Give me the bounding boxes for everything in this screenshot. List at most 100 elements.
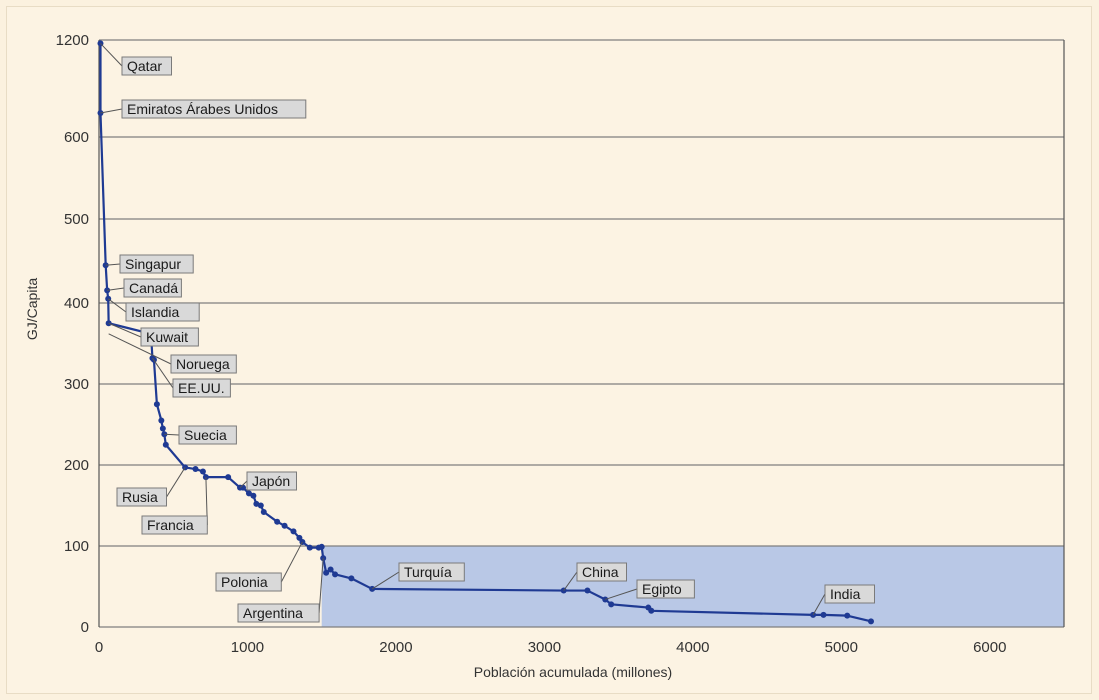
data-point: [648, 607, 655, 614]
x-tick-label-5000: 5000: [825, 639, 858, 656]
series-line-group: [99, 43, 872, 623]
data-point: [281, 522, 288, 529]
annotation-box: [140, 327, 199, 347]
data-point: [158, 417, 165, 424]
data-point: [274, 518, 281, 525]
data-point: [199, 468, 206, 475]
y-tick-label-300: 300: [64, 376, 89, 393]
grid-group: [98, 39, 1065, 628]
data-point: [250, 492, 257, 499]
annotation-box: [576, 562, 627, 582]
annotation-box: [246, 471, 297, 491]
annotation-leader: [152, 357, 174, 389]
x-tick-label-0: 0: [95, 639, 103, 656]
y-tick-label-200: 200: [64, 457, 89, 474]
x-tick-label-4000: 4000: [676, 639, 709, 656]
annotation-label: EE.UU.: [178, 380, 225, 396]
annotation-box: [119, 254, 194, 274]
annotation-box: [121, 56, 172, 76]
annotation-box: [123, 278, 182, 298]
data-point: [257, 502, 264, 509]
data-point: [608, 601, 615, 608]
annotation-box: [237, 603, 320, 623]
annotation-label: India: [830, 586, 861, 602]
annotation-label: Polonia: [221, 574, 268, 590]
annotation-label: Japón: [252, 473, 290, 489]
annotation-leader: [605, 588, 638, 600]
annotation-box: [141, 515, 208, 535]
data-point: [245, 490, 252, 497]
annotation-box: [121, 99, 307, 119]
data-point: [584, 587, 591, 594]
tick-label-group: 0 100 200 300 400 500 600 1200 0 1000 2000 3000 4000…: [56, 32, 1007, 656]
data-point: [327, 566, 334, 573]
data-point: [323, 569, 330, 576]
annotation-leader: [108, 333, 172, 365]
annotation-leader: [239, 480, 248, 489]
annotation-leader: [164, 433, 180, 436]
x-tick-label-1000: 1000: [231, 639, 264, 656]
annotation-box: [636, 579, 695, 599]
annotation-leader: [812, 593, 826, 616]
annotation-leader: [100, 43, 123, 67]
annotation-label: China: [582, 564, 619, 580]
chart-frame: 0 100 200 300 400 500 600 1200 0 1000 2000 3000 4000…: [6, 6, 1092, 694]
annotation-label: Emiratos Árabes Unidos: [127, 101, 278, 117]
annotation-leader: [107, 287, 125, 291]
data-point: [318, 543, 325, 550]
data-point: [225, 474, 232, 481]
annotation-label: Turquía: [404, 564, 452, 580]
data-point: [332, 571, 339, 578]
annotation-box: [125, 302, 200, 322]
annotation-leader: [107, 298, 127, 313]
x-tick-label-6000: 6000: [973, 639, 1006, 656]
data-point: [159, 425, 166, 432]
annotation-label: Canadá: [129, 280, 178, 296]
y-axis-title: GJ/Capita: [24, 278, 40, 340]
annotation-leader: [100, 108, 123, 114]
x-tick-label-2000: 2000: [379, 639, 412, 656]
data-point: [868, 618, 874, 625]
y-tick-label-0: 0: [81, 619, 89, 636]
data-point: [348, 575, 355, 582]
annotation-box: [398, 562, 465, 582]
annotation-box: [172, 378, 231, 398]
y-tick-label-100: 100: [64, 538, 89, 555]
x-axis-title: Población acumulada (millones): [474, 664, 672, 680]
annotation-label: Qatar: [127, 58, 162, 74]
data-point: [192, 466, 199, 473]
annotation-leader: [318, 558, 324, 614]
annotation-label: Islandia: [131, 304, 179, 320]
data-point: [240, 484, 247, 491]
annotation-box: [215, 572, 282, 592]
annotation-box: [170, 354, 237, 374]
annotation-label: Rusia: [122, 489, 158, 505]
annotation-box: [178, 425, 237, 445]
data-point: [820, 611, 827, 618]
annotation-box: [116, 487, 167, 507]
annotation-leader: [371, 571, 400, 590]
series-line: [99, 43, 872, 623]
data-point: [306, 544, 313, 551]
x-tick-label-3000: 3000: [528, 639, 561, 656]
annotation-label: Argentina: [243, 605, 303, 621]
annotation-leader: [280, 541, 303, 583]
data-point: [290, 528, 297, 535]
y-tick-label-1200: 1200: [56, 32, 89, 49]
y-tick-label-500: 500: [64, 211, 89, 228]
annotation-label: Francia: [147, 517, 194, 533]
annotation-label: Singapur: [125, 256, 181, 272]
data-points-group: [97, 40, 874, 625]
annotation-label: Egipto: [642, 581, 682, 597]
y-tick-label-400: 400: [64, 295, 89, 312]
annotation-box: [824, 584, 875, 604]
data-point: [162, 441, 169, 448]
data-point: [260, 508, 267, 515]
annotation-label: Kuwait: [146, 329, 188, 345]
annotation-label: Suecia: [184, 427, 227, 443]
y-tick-label-600: 600: [64, 129, 89, 146]
annotation-leader: [563, 571, 578, 591]
annotation-label: Noruega: [176, 356, 230, 372]
chart-svg: 0 100 200 300 400 500 600 1200 0 1000 2000 3000 4000…: [24, 32, 1065, 680]
data-point: [153, 401, 160, 408]
